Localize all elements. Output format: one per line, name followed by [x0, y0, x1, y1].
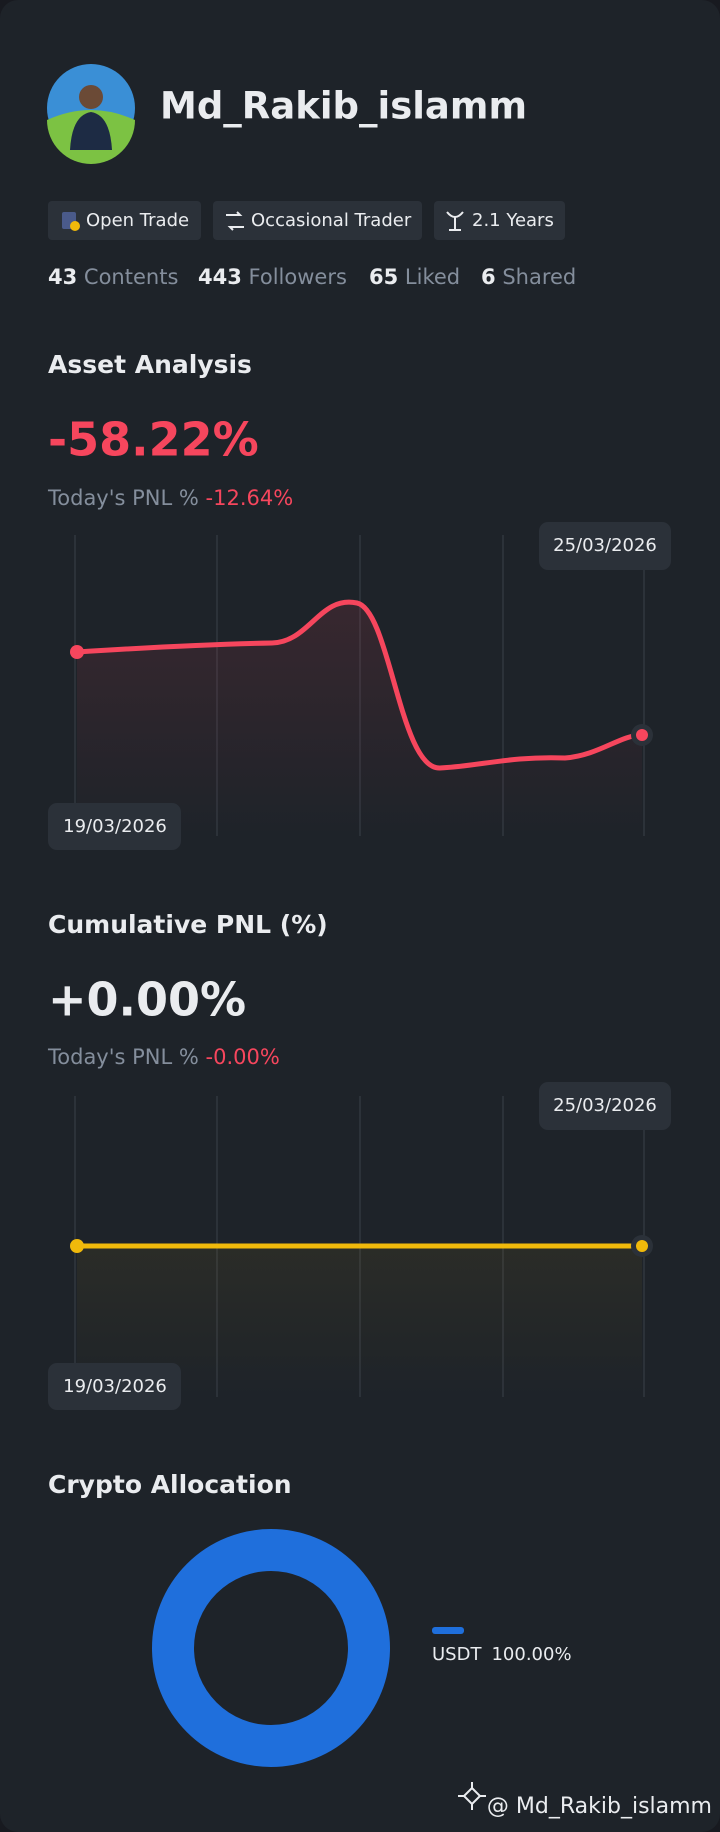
avatar-face — [79, 85, 103, 109]
today-value: -0.00% — [206, 1045, 280, 1069]
start-date: 19/03/2026 — [63, 1376, 167, 1397]
legend-name: USDT — [432, 1644, 482, 1665]
badge-text: Open Trade — [86, 210, 189, 231]
badge-icon — [70, 221, 80, 231]
badge — [434, 201, 565, 240]
badge-icon — [446, 211, 464, 231]
legend-entry: USDT 100.00% — [432, 1644, 572, 1665]
badge — [213, 201, 422, 240]
stat: 443 Followers — [198, 265, 347, 289]
stat: 43 Contents — [48, 265, 178, 289]
legend-value: 100.00% — [491, 1644, 571, 1665]
section-title: Cumulative PNL (%) — [48, 910, 328, 939]
date-tag — [539, 522, 671, 570]
stat: 65 Liked — [369, 265, 460, 289]
stat-label: Shared — [502, 265, 576, 289]
today-pnl: Today's PNL % -12.64% — [47, 486, 293, 510]
stat-label: Followers — [249, 265, 347, 289]
pnl-value: +0.00% — [48, 973, 246, 1027]
stat-label: Liked — [405, 265, 460, 289]
donut: USDT 100.00% — [152, 1529, 572, 1767]
today-label: Today's PNL % — [47, 486, 199, 510]
stat-count: 65 — [369, 265, 398, 289]
badge — [48, 201, 201, 240]
section-title: Crypto Allocation — [48, 1470, 292, 1499]
stat-count: 6 — [481, 265, 496, 289]
logo — [458, 1782, 486, 1810]
today-value: -12.64% — [206, 486, 294, 510]
today-label: Today's PNL % — [47, 1045, 199, 1069]
date-tag — [48, 1363, 181, 1410]
end-date: 25/03/2026 — [553, 535, 657, 556]
stats: 43 Contents 443 Followers 65 Liked 6 Sha… — [48, 265, 576, 289]
donut-segment — [152, 1529, 390, 1767]
date-tag — [48, 803, 181, 850]
line-end — [636, 1240, 648, 1252]
badge-text: 2.1 Years — [472, 210, 554, 231]
stat-label: Contents — [84, 265, 178, 289]
today-pnl: Today's PNL % -0.00% — [47, 1045, 280, 1069]
badge-icon — [226, 211, 244, 231]
legend-swatch — [432, 1627, 464, 1634]
badge-text: Occasional Trader — [251, 210, 412, 231]
avatar-body — [70, 112, 112, 150]
line-start — [70, 1239, 84, 1253]
stat: 6 Shared — [481, 265, 576, 289]
stat-count: 43 — [48, 265, 77, 289]
pnl-value: -58.22% — [48, 413, 259, 467]
username: Md_Rakib_islamm — [160, 85, 527, 128]
line-end — [636, 729, 648, 741]
line-area — [77, 602, 642, 836]
line-start — [70, 645, 84, 659]
date-tag — [539, 1082, 671, 1130]
start-date: 19/03/2026 — [63, 816, 167, 837]
stat-count: 443 — [198, 265, 242, 289]
watermark: @ Md_Rakib_islamm — [487, 1794, 712, 1819]
end-date: 25/03/2026 — [553, 1095, 657, 1116]
section-title: Asset Analysis — [48, 350, 252, 379]
pnl-line — [76, 599, 643, 771]
